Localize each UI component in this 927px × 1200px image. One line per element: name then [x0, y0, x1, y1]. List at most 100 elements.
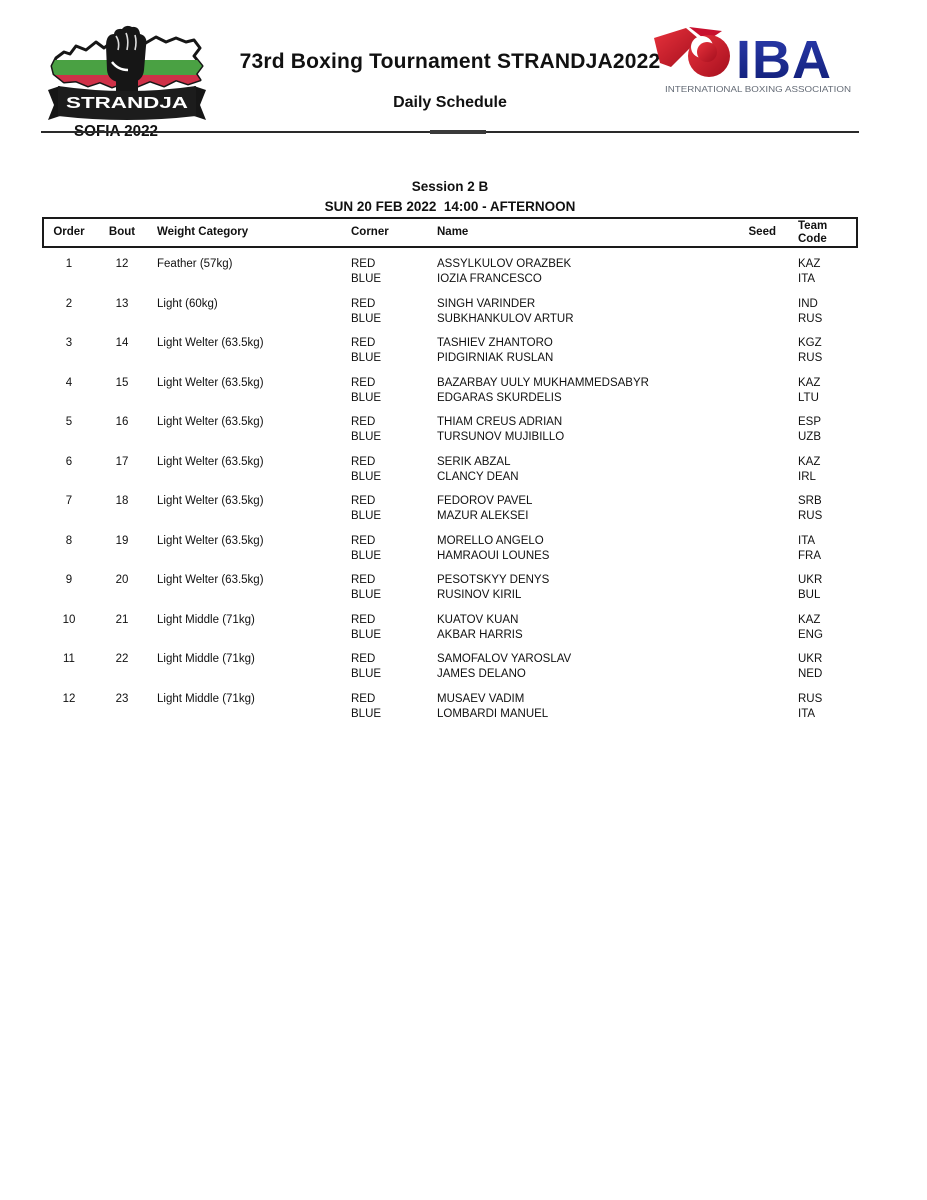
order-cell: 5	[65, 416, 73, 428]
blue-corner-label: BLUE	[351, 668, 382, 681]
red-corner-label: RED	[351, 376, 376, 389]
page-title: 73rd Boxing Tournament STRANDJA2022	[239, 50, 661, 73]
blue-team-code: UZB	[798, 431, 821, 444]
order-cell: 9	[65, 574, 73, 586]
red-boxer-name: SERIK ABZAL	[437, 455, 511, 468]
seed-cell	[732, 573, 790, 604]
red-team-code: UKR	[798, 653, 823, 665]
bout-number-cell: 22	[115, 653, 129, 665]
blue-team-code: LTU	[798, 391, 819, 404]
order-cell: 10	[62, 613, 76, 626]
name-cell: TASHIEV ZHANTORO PIDGIRNIAK RUSLAN	[430, 336, 732, 367]
blue-boxer-name: SUBKHANKULOV ARTUR	[437, 312, 574, 325]
weight-category-cell: Light Middle (71kg)	[157, 653, 255, 665]
bout-number-cell: 13	[115, 297, 129, 310]
blue-seed	[732, 272, 776, 287]
blue-team-code: RUS	[798, 312, 823, 325]
red-seed	[732, 534, 776, 549]
blue-team-code: IRL	[798, 470, 816, 483]
order-cell: 3	[65, 337, 73, 349]
name-cell: THIAM CREUS ADRIAN TURSUNOV MUJIBILLO	[430, 415, 732, 446]
red-team-code: KGZ	[798, 337, 822, 349]
corner-cell: RED BLUE	[344, 494, 430, 525]
bout-row: 1 12 Feather (57kg) RED BLUE ASSYLKULOV ORAZB…	[44, 257, 856, 288]
red-seed	[732, 573, 776, 588]
red-seed	[732, 336, 776, 351]
blue-team-code: ITA	[798, 707, 816, 720]
red-corner-label: RED	[351, 534, 376, 547]
weight-category-cell: Light Middle (71kg)	[157, 613, 255, 626]
name-cell: SAMOFALOV YAROSLAV JAMES DELANO	[430, 652, 732, 683]
strandja-banner-text: STRANDJA	[66, 95, 189, 112]
bout-number-cell: 19	[115, 534, 129, 547]
red-boxer-name: PESOTSKYY DENYS	[437, 574, 550, 586]
red-team-code: ITA	[798, 534, 816, 547]
red-boxer-name: TASHIEV ZHANTORO	[437, 337, 553, 349]
red-team-code: UKR	[798, 574, 823, 586]
red-seed	[732, 415, 776, 430]
strandja-ribbon: STRANDJA	[48, 86, 206, 120]
bout-row: 6 17 Light Welter (63.5kg) RED BLUE SERIK ABZ…	[44, 455, 856, 486]
bout-row: 4 15 Light Welter (63.5kg) RED BLUE BAZARBAY …	[44, 376, 856, 407]
bout-row: 11 22 Light Middle (71kg) RED BLUE SAMOFALOV …	[44, 652, 856, 683]
name-cell: MORELLO ANGELO HAMRAOUI LOUNES	[430, 534, 732, 565]
column-header-bout: Bout	[108, 226, 136, 238]
column-header-name: Name	[437, 226, 469, 238]
blue-corner-label: BLUE	[351, 352, 382, 365]
red-team-code: SRB	[798, 495, 822, 507]
blue-corner-label: BLUE	[351, 510, 382, 523]
red-corner-label: RED	[351, 613, 376, 626]
name-cell: BAZARBAY UULY MUKHAMMEDSABYR EDGARAS SKUR…	[430, 376, 732, 407]
team-cell: KAZ IRL	[790, 455, 856, 486]
blue-boxer-name: PIDGIRNIAK RUSLAN	[437, 352, 554, 365]
team-cell: KAZ LTU	[790, 376, 856, 407]
red-corner-label: RED	[351, 692, 376, 705]
blue-seed	[732, 312, 776, 327]
red-boxer-name: BAZARBAY UULY MUKHAMMEDSABYR	[437, 376, 649, 389]
blue-corner-label: BLUE	[351, 707, 382, 720]
bout-number-cell: 20	[115, 574, 129, 586]
red-boxer-name: ASSYLKULOV ORAZBEK	[437, 258, 572, 270]
blue-boxer-name: JAMES DELANO	[437, 668, 526, 681]
red-seed	[732, 613, 776, 628]
blue-seed	[732, 628, 776, 643]
order-cell: 1	[65, 258, 73, 270]
corner-cell: RED BLUE	[344, 297, 430, 328]
weight-category-cell: Light Middle (71kg)	[157, 692, 255, 705]
blue-seed	[732, 509, 776, 524]
column-header-corner: Corner	[351, 226, 389, 238]
seed-cell	[732, 534, 790, 565]
iba-emblem-icon	[654, 27, 730, 77]
blue-boxer-name: EDGARAS SKURDELIS	[437, 391, 562, 404]
corner-cell: RED BLUE	[344, 573, 430, 604]
red-team-code: ESP	[798, 416, 822, 428]
red-corner-label: RED	[351, 416, 376, 428]
header-divider-accent	[430, 130, 486, 134]
seed-cell	[732, 376, 790, 407]
blue-corner-label: BLUE	[351, 431, 382, 444]
blue-corner-label: BLUE	[351, 312, 382, 325]
corner-cell: RED BLUE	[344, 257, 430, 288]
team-cell: ESP UZB	[790, 415, 856, 446]
blue-team-code: BUL	[798, 589, 821, 602]
red-seed	[732, 297, 776, 312]
blue-boxer-name: IOZIA FRANCESCO	[437, 273, 542, 286]
blue-seed	[732, 351, 776, 366]
team-cell: SRB RUS	[790, 494, 856, 525]
blue-team-code: ENG	[798, 628, 823, 641]
schedule-table-header: Order Bout Weight Category Corner Name S…	[42, 217, 858, 248]
header-divider	[41, 130, 859, 134]
bout-row: 7 18 Light Welter (63.5kg) RED BLUE FEDOROV P…	[44, 494, 856, 525]
red-team-code: RUS	[798, 692, 823, 705]
red-corner-label: RED	[351, 574, 376, 586]
weight-category-cell: Light Welter (63.5kg)	[157, 376, 264, 389]
bout-number-cell: 23	[115, 692, 129, 705]
strandja-logo: STRANDJA SOFIA 2022	[48, 25, 206, 140]
red-team-code: KAZ	[798, 455, 821, 468]
red-boxer-name: KUATOV KUAN	[437, 613, 519, 626]
seed-cell	[732, 297, 790, 328]
order-cell: 2	[65, 297, 73, 310]
iba-tagline: INTERNATIONAL BOXING ASSOCIATION	[665, 84, 851, 94]
blue-corner-label: BLUE	[351, 470, 382, 483]
